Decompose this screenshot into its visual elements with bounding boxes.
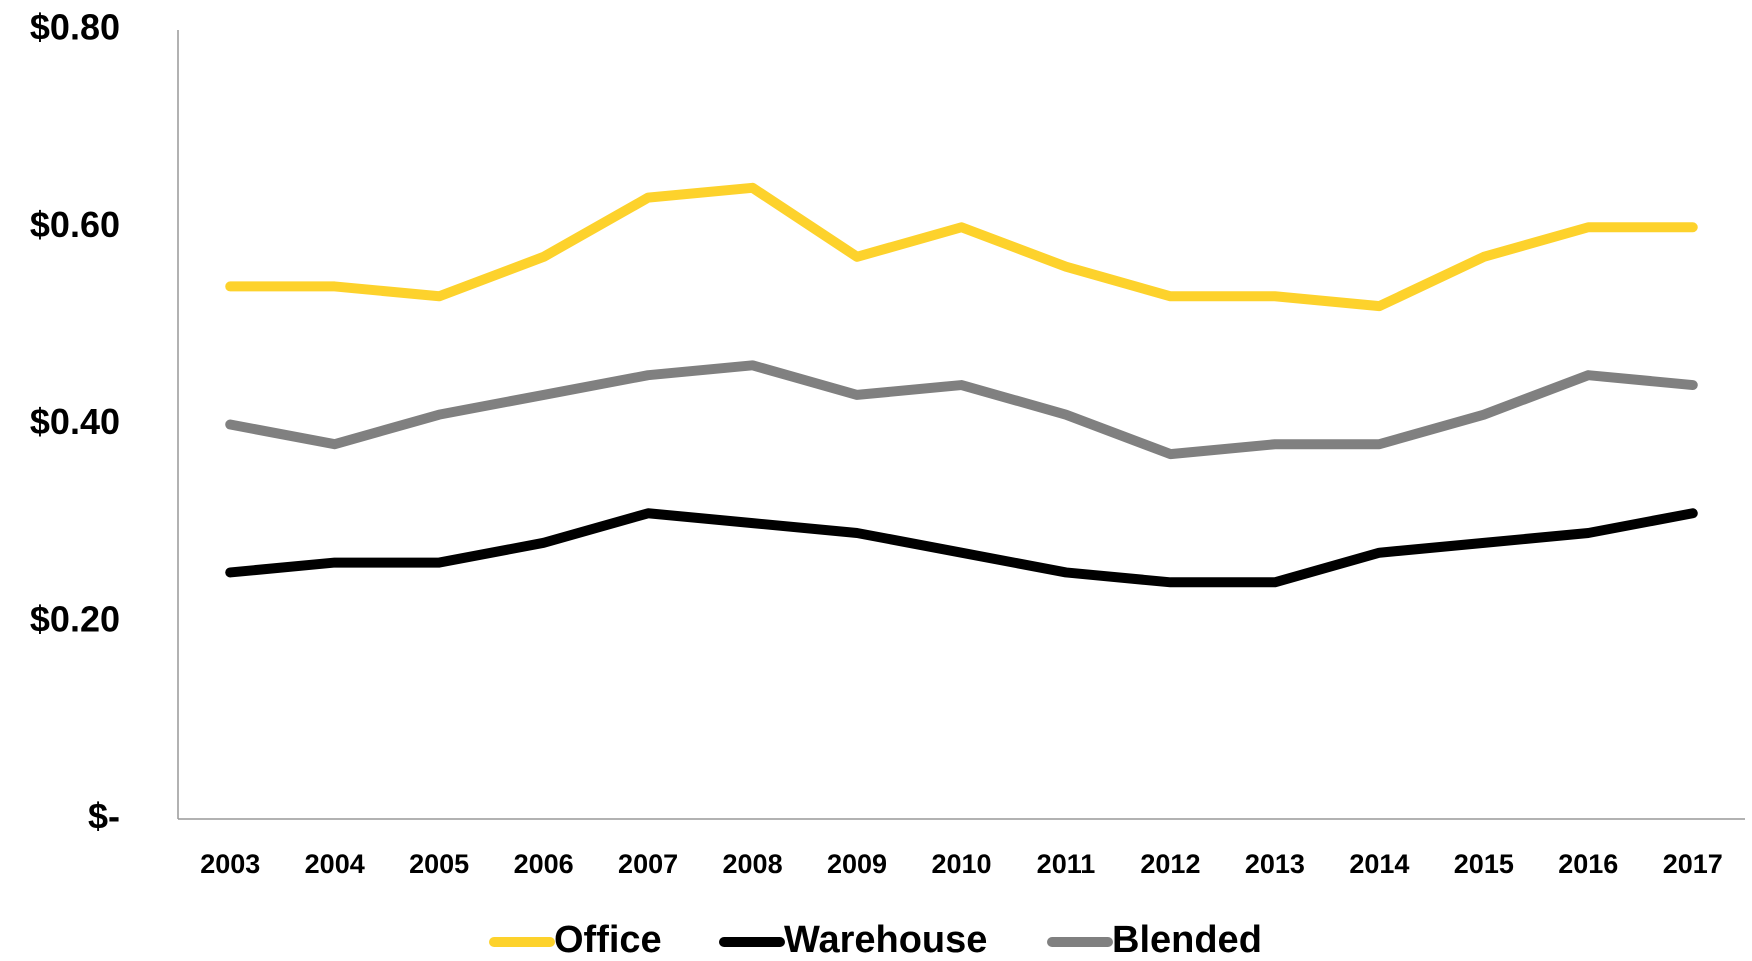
x-tick-label: 2010 — [931, 849, 991, 879]
x-tick-label: 2007 — [618, 849, 678, 879]
x-tick-label: 2017 — [1663, 849, 1723, 879]
legend-label: Blended — [1112, 919, 1262, 961]
x-tick-label: 2012 — [1140, 849, 1200, 879]
y-tick-label: $- — [88, 796, 120, 837]
x-tick-label: 2011 — [1037, 849, 1096, 879]
x-tick-label: 2005 — [409, 849, 469, 879]
y-tick-label: $0.40 — [30, 401, 120, 442]
x-tick-label: 2006 — [514, 849, 574, 879]
series-line — [225, 182, 1698, 312]
legend-label: Office — [554, 919, 662, 961]
x-tick-label: 2015 — [1454, 849, 1514, 879]
y-tick-label: $0.60 — [30, 204, 120, 245]
legend-label: Warehouse — [784, 919, 987, 961]
series-line — [225, 508, 1698, 588]
x-tick-label: 2013 — [1245, 849, 1305, 879]
x-tick-label: 2016 — [1558, 849, 1618, 879]
x-tick-label: 2008 — [723, 849, 783, 879]
y-tick-label: $0.20 — [30, 598, 120, 639]
y-tick-label: $0.80 — [30, 7, 120, 48]
x-tick-label: 2014 — [1349, 849, 1409, 879]
x-tick-label: 2009 — [827, 849, 887, 879]
x-tick-label: 2003 — [200, 849, 260, 879]
x-tick-label: 2004 — [305, 849, 365, 879]
series-line — [225, 360, 1698, 460]
